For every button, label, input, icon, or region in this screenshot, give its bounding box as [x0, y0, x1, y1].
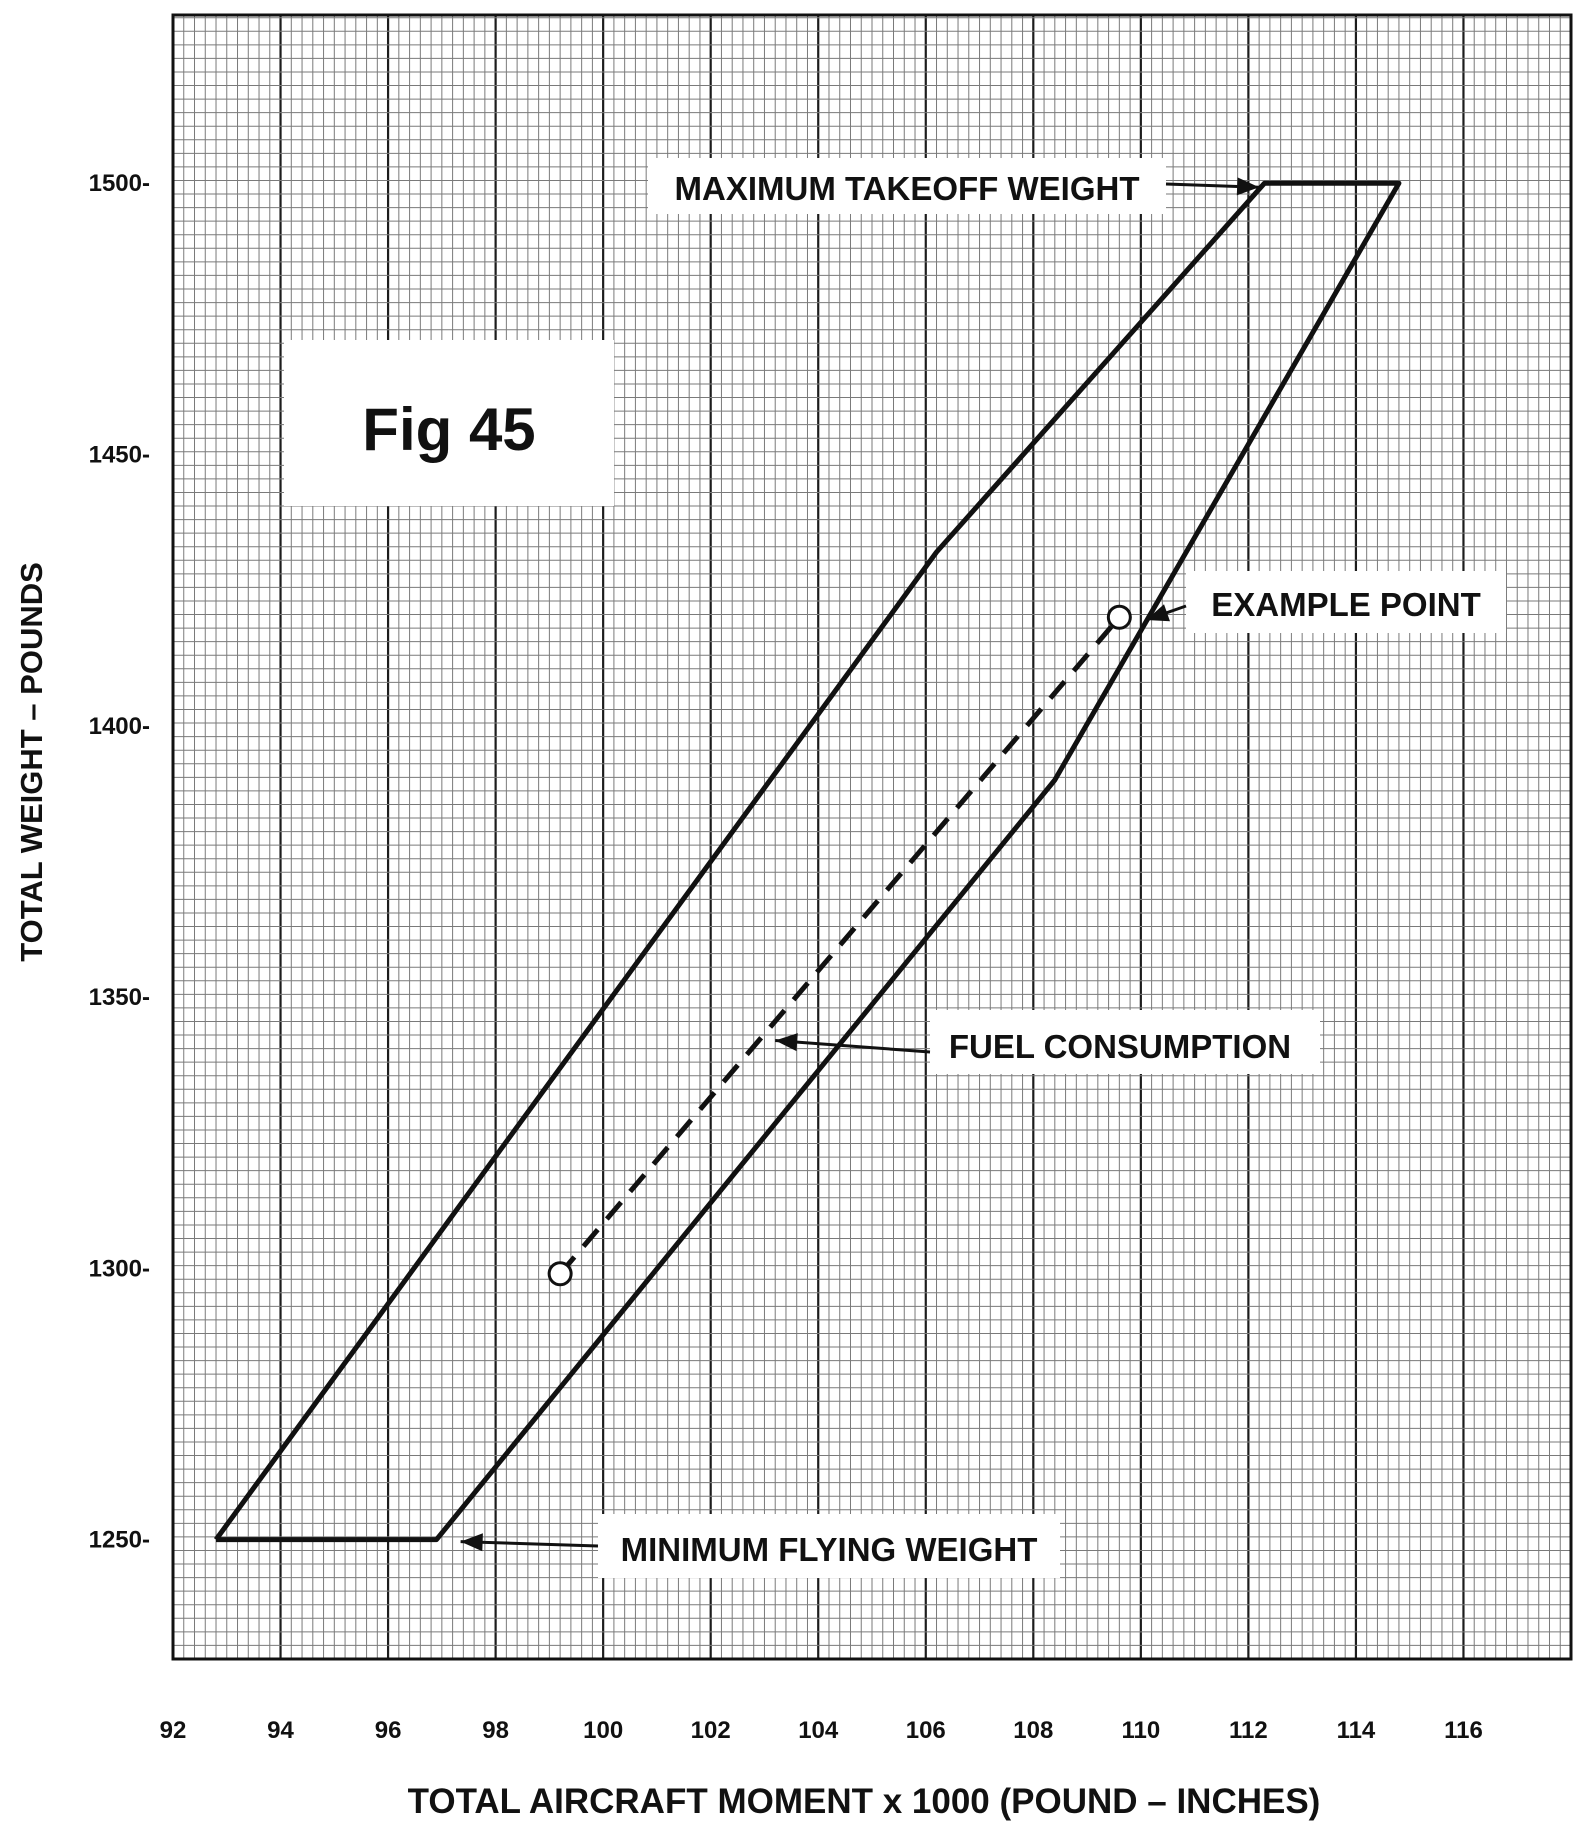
y-tick-label: 1250-: [89, 1527, 150, 1554]
y-tick-label: 1500-: [89, 170, 150, 197]
x-tick-label: 106: [906, 1717, 946, 1744]
y-tick-labels: 1250- 1300- 1350- 1400- 1450- 1500-: [89, 170, 150, 1553]
x-tick-label: 100: [583, 1717, 623, 1744]
x-tick-label: 104: [798, 1717, 839, 1744]
callout-max-takeoff: MAXIMUM TAKEOFF WEIGHT: [648, 158, 1166, 214]
x-tick-label: 116: [1444, 1717, 1483, 1744]
open-circle-marker: [549, 1263, 571, 1285]
figure-label: Fig 45: [362, 396, 535, 463]
x-tick-label: 96: [375, 1717, 402, 1744]
callout-fuel-consumption: FUEL CONSUMPTION: [930, 1010, 1320, 1074]
y-tick-label: 1400-: [89, 713, 150, 740]
x-tick-label: 108: [1013, 1717, 1053, 1744]
x-tick-label: 114: [1337, 1717, 1376, 1744]
x-axis-title: TOTAL AIRCRAFT MOMENT x 1000 (POUND – IN…: [408, 1782, 1321, 1821]
y-tick-label: 1350-: [89, 984, 150, 1011]
figure-label-box: Fig 45: [284, 340, 614, 506]
open-circle-marker: [1108, 606, 1130, 628]
callout-example-point: EXAMPLE POINT: [1186, 571, 1506, 633]
callout-text: FUEL CONSUMPTION: [949, 1028, 1291, 1065]
y-axis-title: TOTAL WEIGHT – POUNDS: [14, 562, 49, 962]
x-tick-label: 98: [482, 1717, 509, 1744]
x-tick-label: 110: [1121, 1717, 1160, 1744]
grid-layer: [173, 15, 1571, 1659]
callout-text: MAXIMUM TAKEOFF WEIGHT: [675, 170, 1140, 207]
callout-text: MINIMUM FLYING WEIGHT: [621, 1531, 1038, 1568]
x-tick-label: 102: [691, 1717, 731, 1744]
y-tick-label: 1300-: [89, 1255, 150, 1282]
y-tick-label: 1450-: [89, 441, 150, 468]
x-tick-label: 112: [1229, 1717, 1268, 1744]
x-tick-label: 92: [160, 1717, 187, 1744]
x-tick-labels: 92 94 96 98 100 102 104 106 108 110 112 114 116: [160, 1717, 1483, 1744]
callout-minimum-flying: MINIMUM FLYING WEIGHT: [598, 1514, 1060, 1578]
callout-text: EXAMPLE POINT: [1211, 586, 1481, 623]
x-tick-label: 94: [267, 1717, 294, 1744]
